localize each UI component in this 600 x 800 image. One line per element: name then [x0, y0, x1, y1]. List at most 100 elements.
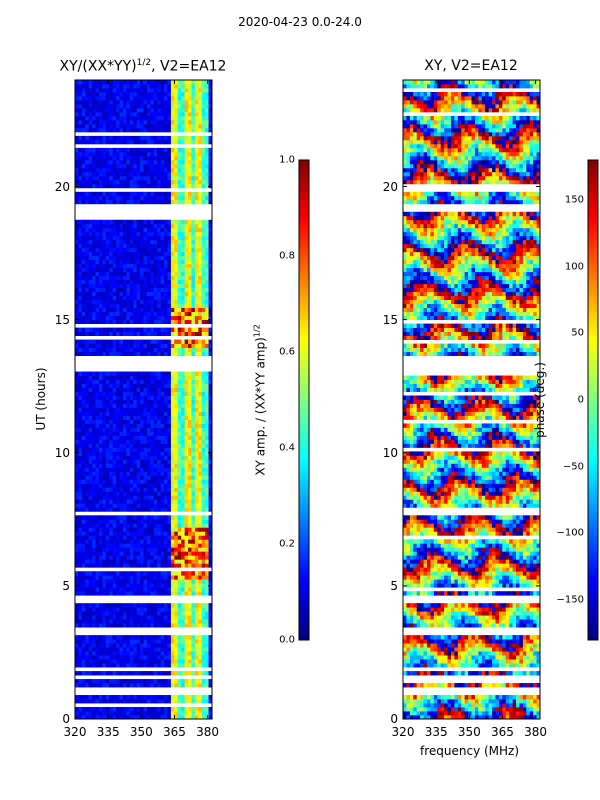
amplitude-cell: [92, 199, 96, 205]
amplitude-cell: [146, 587, 151, 592]
amplitude-cell: [78, 327, 83, 333]
amplitude-cell: [170, 411, 175, 416]
amplitude-cell: [181, 263, 185, 269]
amplitude-cell: [126, 387, 131, 392]
amplitude-cell: [136, 507, 141, 512]
amplitude-cell: [112, 619, 117, 624]
amplitude-cell: [194, 311, 199, 317]
amplitude-cell: [140, 487, 144, 492]
amplitude-cell: [150, 679, 155, 684]
amplitude-cell: [116, 179, 120, 185]
amplitude-cell: [112, 259, 117, 265]
amplitude-cell: [194, 135, 199, 141]
amplitude-cell: [191, 455, 196, 460]
amplitude-cell: [92, 639, 96, 644]
amplitude-cell: [122, 603, 127, 608]
amplitude-cell: [78, 267, 83, 273]
amplitude-cell: [112, 247, 117, 253]
amplitude-cell: [198, 251, 203, 257]
amplitude-cell: [122, 475, 127, 480]
amplitude-cell: [136, 583, 141, 588]
amplitude-cell: [119, 695, 124, 700]
amplitude-cell: [191, 463, 196, 468]
amplitude-cell: [105, 163, 110, 169]
amplitude-cell: [75, 603, 79, 608]
amplitude-cell: [177, 167, 182, 173]
amplitude-cell: [167, 715, 172, 720]
amplitude-cell: [184, 495, 189, 500]
amplitude-cell: [143, 483, 148, 488]
amplitude-cell: [198, 315, 203, 321]
amplitude-cell: [85, 307, 90, 313]
amplitude-cell: [188, 563, 192, 568]
amplitude-cell: [181, 471, 185, 476]
amplitude-cell: [201, 195, 206, 201]
amplitude-cell: [133, 179, 138, 185]
amplitude-cell: [81, 247, 86, 253]
amplitude-cell: [102, 315, 107, 321]
amplitude-cell: [184, 679, 189, 684]
amplitude-cell: [105, 707, 110, 712]
amplitude-cell: [157, 467, 162, 472]
amplitude-cell: [95, 255, 100, 261]
amplitude-cell: [174, 311, 179, 317]
amplitude-cell: [136, 671, 141, 676]
amplitude-cell: [194, 479, 199, 484]
amplitude-cell: [109, 403, 114, 408]
amplitude-cell: [146, 431, 151, 436]
amplitude-cell: [81, 443, 86, 448]
amplitude-cell: [164, 407, 168, 412]
amplitude-cell: [174, 239, 179, 245]
amplitude-cell: [194, 587, 199, 592]
amplitude-cell: [177, 451, 182, 456]
amplitude-cell: [181, 443, 185, 448]
amplitude-cell: [194, 615, 199, 620]
amplitude-cell: [95, 695, 100, 700]
amplitude-cell: [194, 431, 199, 436]
amplitude-cell: [122, 591, 127, 596]
amplitude-cell: [174, 195, 179, 201]
amplitude-cell: [102, 539, 107, 544]
amplitude-cell: [95, 443, 100, 448]
amplitude-cell: [153, 279, 158, 285]
amplitude-cell: [146, 571, 151, 576]
amplitude-cell: [126, 307, 131, 313]
amplitude-cell: [167, 427, 172, 432]
amplitude-cell: [188, 571, 192, 576]
amplitude-cell: [78, 651, 83, 656]
amplitude-cell: [136, 191, 141, 197]
amplitude-cell: [198, 295, 203, 301]
amplitude-cell: [146, 651, 151, 656]
amplitude-cell: [81, 283, 86, 289]
amplitude-cell: [191, 407, 196, 412]
amplitude-cell: [150, 651, 155, 656]
amplitude-cell: [98, 151, 103, 157]
amplitude-cell: [150, 527, 155, 532]
amplitude-cell: [92, 451, 96, 456]
amplitude-cell: [88, 531, 93, 536]
amplitude-cell: [122, 447, 127, 452]
amplitude-cell: [146, 619, 151, 624]
amplitude-cell: [201, 251, 206, 257]
amplitude-cell: [119, 491, 124, 496]
amplitude-cell: [122, 579, 127, 584]
amplitude-cell: [75, 179, 79, 185]
amplitude-cell: [85, 147, 90, 153]
amplitude-cell: [98, 515, 103, 520]
amplitude-cell: [88, 699, 93, 704]
amplitude-cell: [157, 243, 162, 249]
amplitude-cell: [201, 411, 206, 416]
amplitude-cell: [92, 283, 96, 289]
amplitude-cell: [194, 259, 199, 265]
amplitude-cell: [129, 183, 134, 189]
amplitude-cell: [177, 427, 182, 432]
amplitude-cell: [184, 547, 189, 552]
amplitude-cell: [78, 227, 83, 233]
amplitude-cell: [143, 591, 148, 596]
amplitude-cell: [85, 375, 90, 380]
amplitude-cell: [153, 331, 158, 336]
amplitude-cell: [146, 391, 151, 396]
amplitude-cell: [98, 299, 103, 305]
amplitude-cell: [164, 659, 168, 664]
amplitude-cell: [85, 679, 90, 684]
